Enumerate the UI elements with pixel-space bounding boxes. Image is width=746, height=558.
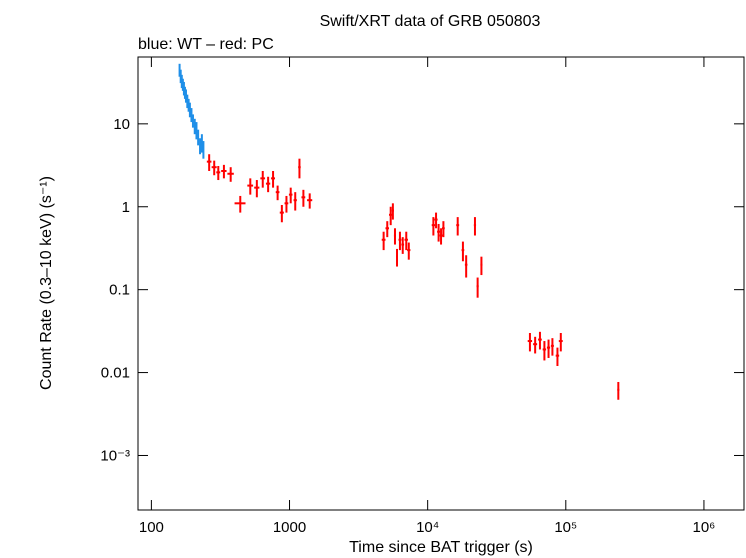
x-tick-label: 1000 (273, 519, 306, 536)
x-tick-label: 10⁶ (693, 519, 716, 536)
x-tick-label: 10⁴ (416, 519, 439, 536)
y-tick-label: 10 (113, 116, 130, 133)
x-axis-label: Time since BAT trigger (s) (349, 539, 533, 556)
y-tick-label: 10⁻³ (100, 447, 130, 464)
y-tick-label: 0.01 (101, 365, 130, 382)
y-tick-label: 1 (122, 199, 130, 216)
x-tick-label: 100 (139, 519, 164, 536)
x-tick-label: 10⁵ (554, 519, 577, 536)
chart-subtitle: blue: WT – red: PC (138, 36, 274, 53)
plot-frame (137, 56, 745, 511)
y-tick-label: 0.1 (109, 282, 130, 299)
chart-title: Swift/XRT data of GRB 050803 (320, 13, 541, 30)
y-axis-label: Count Rate (0.3–10 keV) (s⁻¹) (38, 176, 55, 390)
